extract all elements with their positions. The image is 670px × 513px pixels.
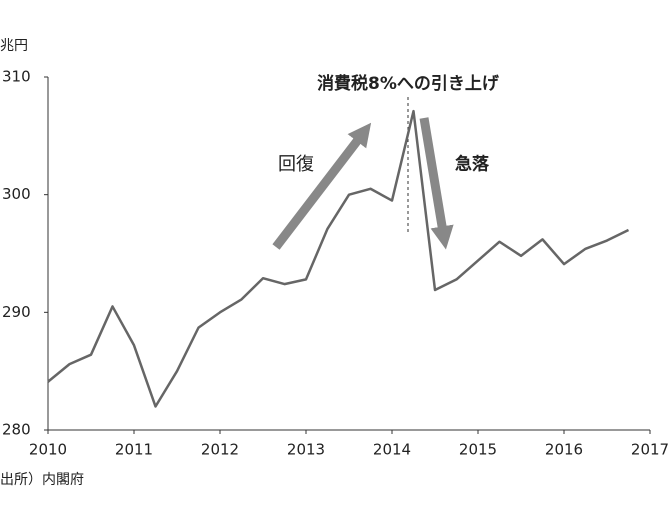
recovery-label: 回復 [278, 154, 314, 175]
x-tick-label: 2014 [373, 441, 411, 459]
x-tick-label: 2015 [459, 441, 497, 459]
x-tick-label: 2013 [287, 441, 325, 459]
y-tick-label: 290 [2, 303, 31, 321]
x-tick-label: 2017 [631, 441, 669, 459]
unit-label: 兆円 [0, 38, 28, 54]
y-tick-label: 310 [2, 68, 31, 86]
y-tick-label: 280 [2, 421, 31, 439]
source: 出所）内閣府 [0, 472, 84, 488]
x-tick-label: 2012 [201, 441, 239, 459]
drop-label: 急落 [455, 154, 490, 175]
tax-hike-label: 消費税8%への引き上げ [317, 73, 500, 94]
x-tick-label: 2011 [115, 441, 153, 459]
recovery-arrow [272, 122, 372, 250]
drop-arrow [419, 117, 454, 250]
y-tick-label: 300 [2, 185, 31, 203]
data-line [47, 109, 630, 408]
x-tick-label: 2010 [29, 441, 67, 459]
x-tick-label: 2016 [545, 441, 583, 459]
